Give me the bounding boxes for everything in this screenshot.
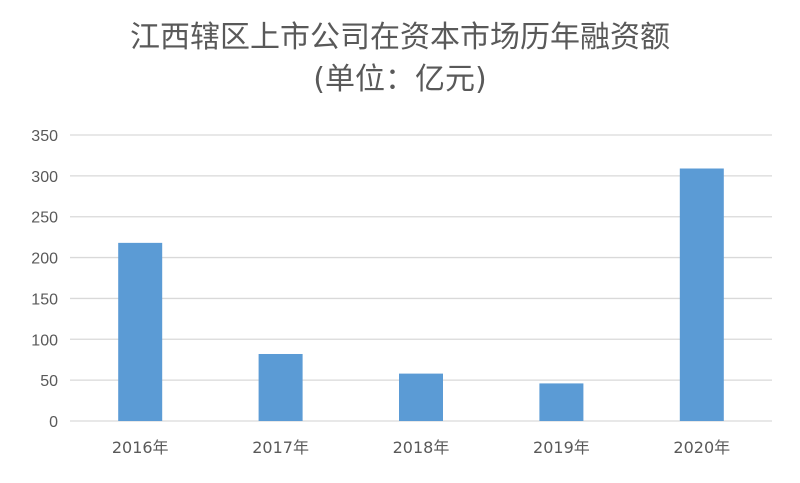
bar-2017年 (258, 353, 303, 421)
x-tick-label: 2019年 (533, 438, 590, 457)
y-tick-label: 250 (31, 210, 58, 227)
y-tick-label: 0 (49, 414, 58, 431)
bar-2016年 (118, 242, 163, 421)
chart-title: 江西辖区上市公司在资本市场历年融资额 (130, 20, 670, 55)
x-tick-label: 2020年 (673, 438, 730, 457)
chart-subtitle: (单位：亿元) (313, 62, 487, 97)
x-tick-label: 2016年 (112, 438, 169, 457)
bar-2020年 (679, 168, 724, 421)
y-tick-label: 300 (31, 169, 58, 186)
y-tick-label: 150 (31, 291, 58, 308)
x-tick-label: 2018年 (393, 438, 450, 457)
y-tick-label: 350 (31, 128, 58, 145)
x-tick-label: 2017年 (252, 438, 309, 457)
y-tick-label: 200 (31, 251, 58, 268)
y-tick-label: 100 (31, 332, 58, 349)
bar-2018年 (399, 373, 443, 421)
bar-2019年 (539, 383, 584, 421)
y-tick-label: 50 (40, 373, 58, 390)
